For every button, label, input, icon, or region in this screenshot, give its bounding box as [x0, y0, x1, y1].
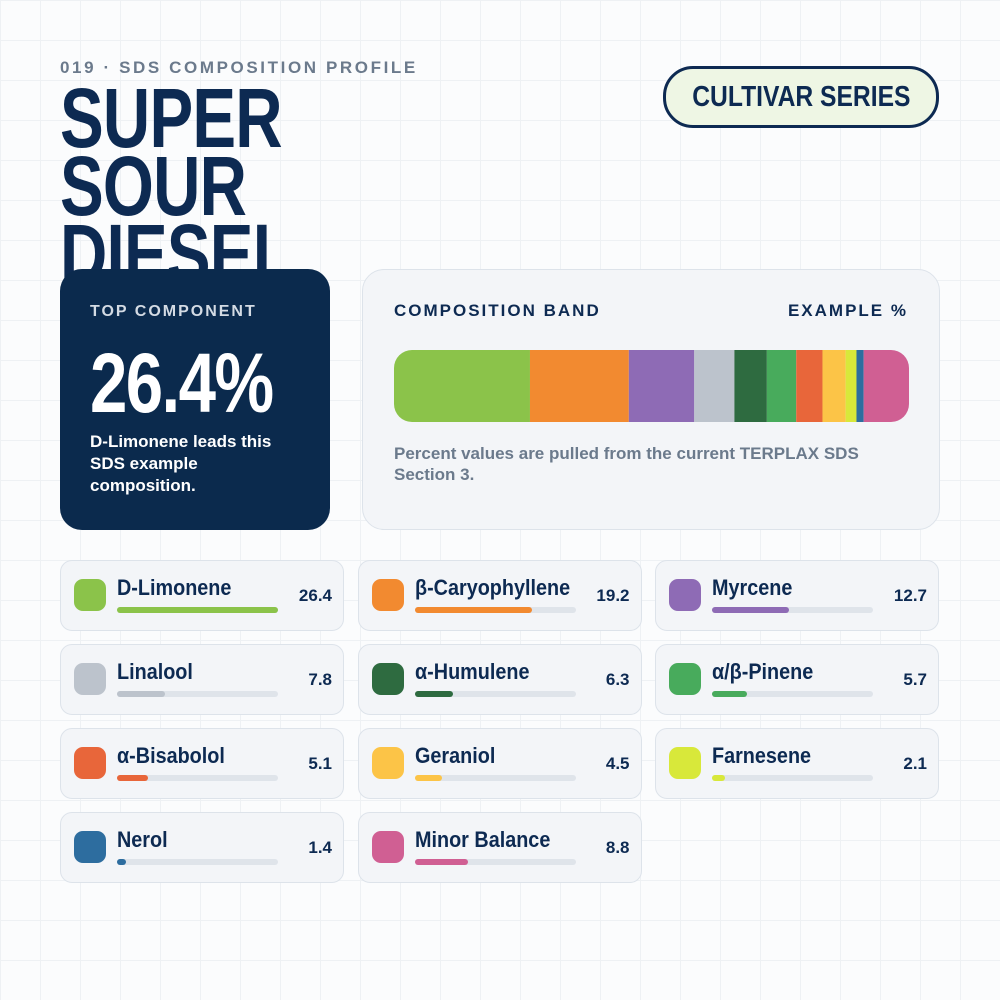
component-card: D-Limonene 26.4	[60, 560, 344, 631]
bar-track	[117, 859, 278, 865]
bar	[117, 691, 165, 697]
component-value: 26.4	[298, 586, 332, 605]
component-name: β-Caryophyllene	[414, 575, 570, 600]
component-value: 2.1	[903, 754, 927, 773]
bar-track	[117, 775, 278, 781]
band-segment	[845, 350, 857, 422]
component-card: Farnesene 2.1	[655, 728, 939, 799]
bar-track	[414, 775, 576, 781]
component-card: α/β-Pinene 5.7	[655, 644, 939, 715]
bar	[414, 607, 532, 613]
component-name: Minor Balance	[414, 827, 550, 852]
bar-track	[414, 607, 576, 613]
bar	[712, 775, 725, 781]
bar	[414, 775, 442, 781]
kicker: 019 · SDS COMPOSITION PROFILE	[60, 58, 418, 77]
swatch	[74, 579, 106, 611]
swatch	[74, 831, 106, 863]
band-segment	[694, 350, 735, 422]
component-name: Linalool	[117, 659, 193, 684]
band-segment	[863, 350, 909, 422]
bar-track	[712, 691, 873, 697]
component-name: Farnesene	[712, 743, 812, 768]
component-value: 8.8	[605, 838, 630, 857]
top-label: TOP COMPONENT	[90, 303, 257, 320]
component-name: D-Limonene	[117, 575, 232, 600]
swatch	[669, 663, 701, 695]
swatch	[371, 663, 404, 695]
band-card: COMPOSITION BAND EXAMPLE % Percent value…	[362, 269, 940, 530]
badge: CULTIVAR SERIES	[663, 66, 939, 128]
component-value: 7.8	[308, 670, 332, 689]
swatch	[371, 747, 404, 779]
component-card: Minor Balance 8.8	[357, 812, 642, 883]
top-note: D-Limonene leads this SDS example compos…	[90, 432, 272, 495]
band-label: COMPOSITION BAND	[394, 301, 601, 320]
component-name: Myrcene	[712, 575, 793, 600]
badge-text: CULTIVAR SERIES	[691, 80, 911, 113]
band-segment	[628, 350, 695, 422]
component-card: α-Humulene 6.3	[357, 644, 642, 715]
component-name: Geraniol	[414, 743, 495, 768]
component-card: α-Bisabolol 5.1	[60, 728, 344, 799]
bar	[117, 859, 126, 865]
band-unit: EXAMPLE %	[787, 301, 908, 320]
band-bar	[394, 350, 909, 422]
bar-track	[117, 691, 278, 697]
bar	[117, 775, 149, 781]
bar	[712, 607, 790, 613]
component-card: Linalool 7.8	[60, 644, 344, 715]
band-note: Percent values are pulled from the curre…	[394, 444, 859, 484]
bar	[117, 607, 278, 613]
swatch	[371, 831, 404, 863]
bar	[414, 859, 469, 865]
band-segment	[734, 350, 767, 422]
band-segment	[822, 350, 846, 422]
component-name: Nerol	[117, 827, 168, 852]
component-card: Nerol 1.4	[60, 812, 344, 883]
band-segment	[394, 350, 530, 422]
bar-track	[414, 691, 576, 697]
bar-track	[712, 775, 873, 781]
band-segment	[796, 350, 823, 422]
swatch	[74, 747, 106, 779]
component-card: Geraniol 4.5	[357, 728, 642, 799]
component-value: 1.4	[308, 838, 332, 857]
swatch	[669, 747, 701, 779]
component-value: 4.5	[605, 754, 630, 773]
band-segment	[529, 350, 629, 422]
component-card: Myrcene 12.7	[655, 560, 939, 631]
component-card: β-Caryophyllene 19.2	[357, 560, 642, 631]
bar	[712, 691, 747, 697]
bar-track	[414, 859, 576, 865]
component-name: α/β-Pinene	[712, 659, 814, 684]
bar-track	[712, 607, 873, 613]
swatch	[371, 579, 404, 611]
band-segment	[766, 350, 797, 422]
component-name: α-Bisabolol	[117, 743, 225, 768]
swatch	[74, 663, 106, 695]
component-name: α-Humulene	[414, 659, 529, 684]
component-value: 12.7	[893, 586, 927, 605]
component-value: 19.2	[596, 586, 630, 605]
swatch	[669, 579, 701, 611]
bar-track	[117, 607, 278, 613]
bar	[414, 691, 453, 697]
component-value: 5.7	[903, 670, 927, 689]
title: SUPER SOUR DIESEL	[60, 71, 293, 301]
top-card: TOP COMPONENT 26.4% D-Limonene leads thi…	[60, 269, 330, 530]
top-value: 26.4%	[90, 336, 274, 430]
component-value: 5.1	[308, 754, 332, 773]
component-value: 6.3	[605, 670, 630, 689]
band-segment	[856, 350, 864, 422]
